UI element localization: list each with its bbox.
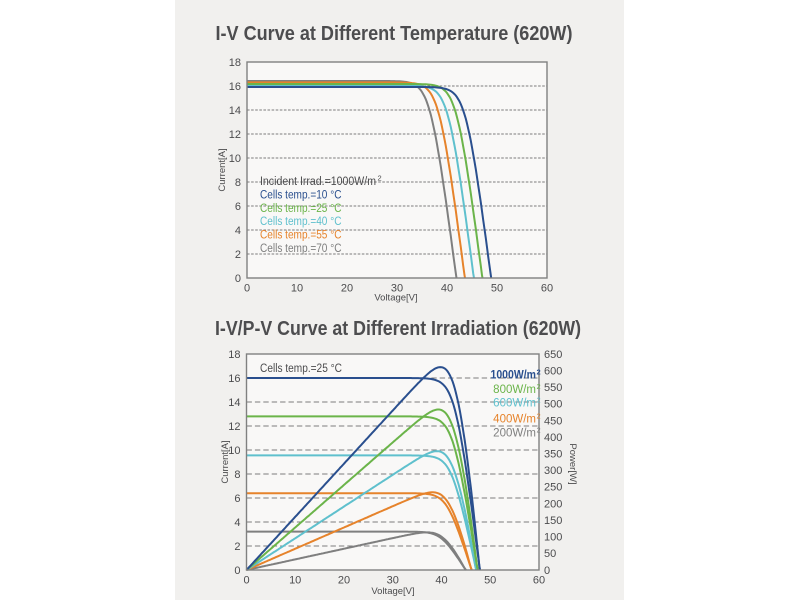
- svg-text:Cells temp.=25 °C: Cells temp.=25 °C: [260, 363, 342, 375]
- svg-text:18: 18: [229, 57, 241, 69]
- svg-text:10: 10: [289, 575, 301, 587]
- svg-text:12: 12: [228, 421, 240, 433]
- svg-text:1000W/m: 1000W/m: [491, 370, 537, 382]
- svg-text:350: 350: [544, 449, 562, 461]
- svg-text:40: 40: [441, 283, 453, 295]
- svg-text:8: 8: [234, 469, 240, 481]
- svg-text:200W/m: 200W/m: [493, 428, 536, 440]
- svg-text:Power[W]: Power[W]: [567, 443, 578, 484]
- svg-text:40: 40: [435, 575, 447, 587]
- svg-text:Cells temp.=25 °C: Cells temp.=25 °C: [260, 203, 342, 215]
- svg-text:Cells temp.=40 °C: Cells temp.=40 °C: [260, 216, 342, 228]
- svg-text:Current[A]: Current[A]: [220, 440, 231, 483]
- svg-text:2: 2: [537, 426, 541, 435]
- svg-text:2: 2: [234, 541, 240, 553]
- svg-text:500: 500: [544, 399, 562, 411]
- svg-text:10: 10: [229, 153, 241, 165]
- svg-text:450: 450: [544, 415, 562, 427]
- svg-text:0: 0: [243, 575, 249, 587]
- svg-text:400W/m: 400W/m: [493, 414, 536, 426]
- svg-text:Current[A]: Current[A]: [217, 148, 228, 191]
- svg-text:4: 4: [234, 517, 240, 529]
- svg-text:6: 6: [234, 493, 240, 505]
- svg-text:18: 18: [228, 349, 240, 361]
- svg-text:200: 200: [544, 498, 562, 510]
- svg-text:Incident Irrad.=1000W/m: Incident Irrad.=1000W/m: [260, 176, 376, 188]
- svg-text:550: 550: [544, 382, 562, 394]
- svg-text:Cells temp.=70 °C: Cells temp.=70 °C: [260, 243, 342, 255]
- svg-text:20: 20: [338, 575, 350, 587]
- svg-text:30: 30: [387, 575, 399, 587]
- svg-text:100: 100: [544, 532, 562, 544]
- svg-text:4: 4: [235, 225, 241, 237]
- svg-text:50: 50: [544, 548, 556, 560]
- svg-text:12: 12: [229, 129, 241, 141]
- svg-text:16: 16: [229, 81, 241, 93]
- svg-text:50: 50: [484, 575, 496, 587]
- svg-text:2: 2: [537, 412, 541, 421]
- svg-text:2: 2: [378, 174, 382, 183]
- svg-text:650: 650: [544, 349, 562, 361]
- svg-text:60: 60: [541, 283, 553, 295]
- svg-text:I-V/P-V Curve at Different Irr: I-V/P-V Curve at Different Irradiation (…: [215, 317, 581, 340]
- svg-text:I-V Curve at Different Tempera: I-V Curve at Different Temperature (620W…: [216, 22, 573, 45]
- svg-text:16: 16: [228, 373, 240, 385]
- svg-text:Voltage[V]: Voltage[V]: [374, 293, 417, 304]
- svg-text:20: 20: [341, 283, 353, 295]
- svg-text:150: 150: [544, 515, 562, 527]
- svg-text:2: 2: [537, 382, 541, 391]
- svg-text:400: 400: [544, 432, 562, 444]
- svg-text:6: 6: [235, 201, 241, 213]
- svg-text:800W/m: 800W/m: [493, 384, 536, 396]
- svg-text:0: 0: [235, 273, 241, 285]
- svg-text:2: 2: [537, 396, 541, 405]
- svg-text:30: 30: [391, 283, 403, 295]
- svg-text:300: 300: [544, 465, 562, 477]
- svg-text:50: 50: [491, 283, 503, 295]
- svg-text:250: 250: [544, 482, 562, 494]
- svg-text:60: 60: [533, 575, 545, 587]
- svg-text:0: 0: [244, 283, 250, 295]
- svg-text:8: 8: [235, 177, 241, 189]
- svg-text:2: 2: [235, 249, 241, 261]
- svg-text:14: 14: [228, 397, 240, 409]
- svg-text:14: 14: [229, 105, 241, 117]
- svg-text:0: 0: [234, 565, 240, 577]
- svg-text:600: 600: [544, 365, 562, 377]
- svg-text:10: 10: [291, 283, 303, 295]
- svg-text:600W/m: 600W/m: [493, 398, 536, 410]
- svg-text:2: 2: [537, 368, 541, 377]
- svg-text:10: 10: [228, 445, 240, 457]
- svg-text:0: 0: [544, 565, 550, 577]
- svg-text:Cells temp.=10 °C: Cells temp.=10 °C: [260, 189, 342, 201]
- svg-text:Voltage[V]: Voltage[V]: [371, 586, 414, 597]
- svg-text:Cells temp.=55 °C: Cells temp.=55 °C: [260, 230, 342, 242]
